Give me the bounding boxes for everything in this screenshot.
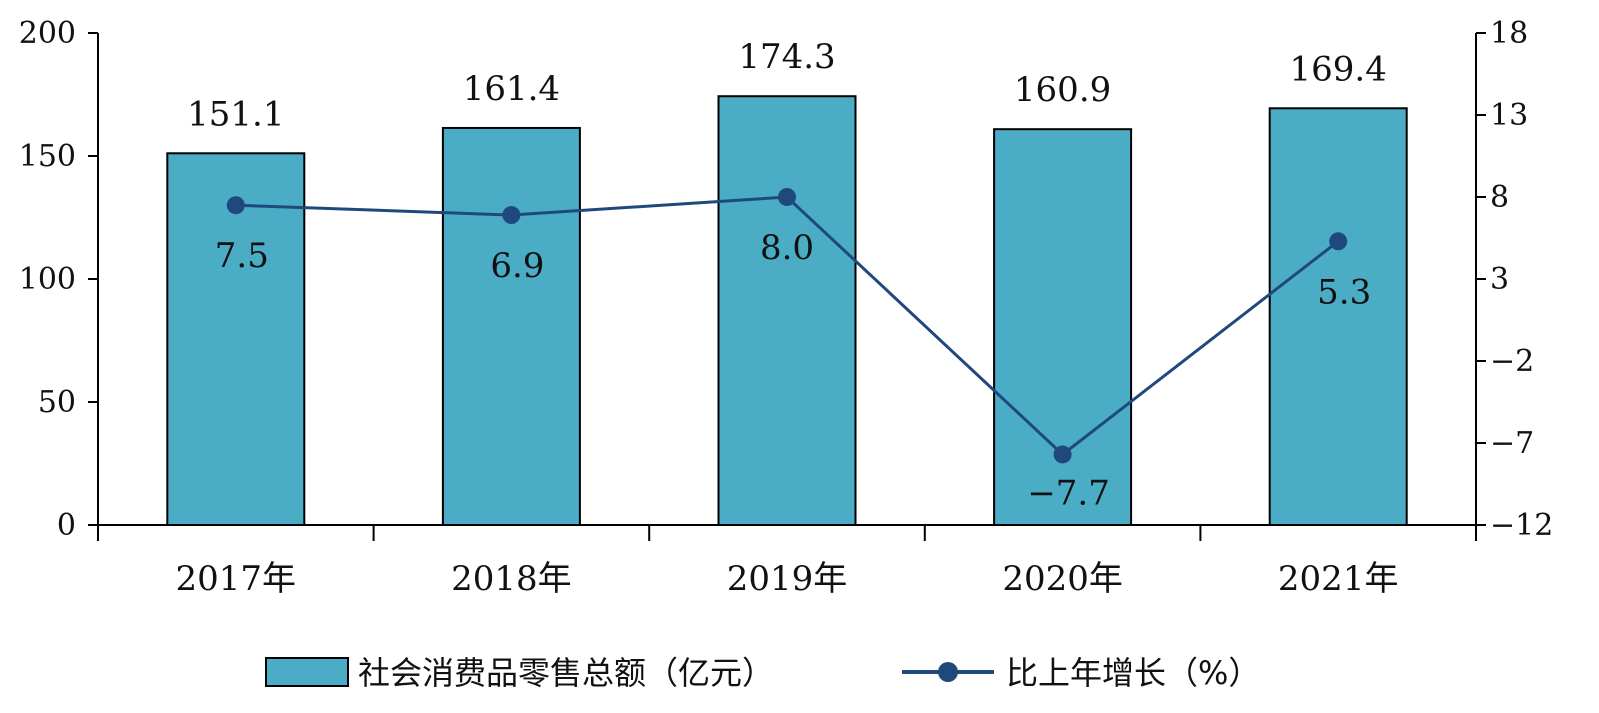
right-tick-label-3: 3 <box>1490 262 1509 297</box>
left-tick-label-1: 50 <box>38 385 76 420</box>
left-tick-label-4: 200 <box>19 16 76 51</box>
x-tick-label-1: 2018年 <box>451 559 572 599</box>
growth-point-2 <box>778 188 796 206</box>
right-tick-label-5: 13 <box>1490 98 1528 133</box>
line-value-label-1: 6.9 <box>490 246 544 286</box>
legend-bar-label: 社会消费品零售总额（亿元） <box>358 654 774 692</box>
axes-layer: 0 50 100 150 200 −12 −7 −2 3 8 13 18 2017年 2018年 2019年… <box>19 16 1554 599</box>
legend-bar-swatch <box>265 657 349 687</box>
legend-line-label: 比上年增长（%） <box>1006 654 1260 692</box>
growth-point-4 <box>1329 232 1348 251</box>
right-tick-label-6: 18 <box>1490 16 1528 51</box>
bar-2 <box>717 95 857 527</box>
growth-point-1 <box>502 206 521 225</box>
bar-value-label-3: 160.9 <box>1014 70 1111 110</box>
legend-layer: 社会消费品零售总额（亿元） 比上年增长（%） <box>265 654 1260 692</box>
bar-3 <box>993 128 1133 526</box>
bar-0 <box>166 152 306 526</box>
left-tick-label-3: 150 <box>19 139 76 174</box>
bar-value-label-4: 169.4 <box>1290 49 1387 89</box>
x-tick-label-2: 2019年 <box>727 559 848 599</box>
growth-point-3 <box>1053 445 1072 464</box>
labels-layer: 151.1 161.4 174.3 160.9 169.4 7.5 6.9 8.0 −7.7 5.… <box>187 37 1387 513</box>
right-tick-label-0: −12 <box>1490 508 1553 543</box>
left-tick-label-0: 0 <box>57 508 76 543</box>
bar-1 <box>441 126 581 527</box>
x-tick-label-4: 2021年 <box>1278 559 1399 599</box>
left-tick-label-2: 100 <box>19 262 76 297</box>
bar-4 <box>1268 107 1408 526</box>
bar-value-label-2: 174.3 <box>738 37 835 77</box>
right-tick-label-4: 8 <box>1490 180 1509 215</box>
line-value-label-0: 7.5 <box>215 236 269 276</box>
x-tick-label-3: 2020年 <box>1002 559 1123 599</box>
line-value-label-3: −7.7 <box>1027 473 1110 513</box>
line-value-label-2: 8.0 <box>760 228 814 268</box>
right-tick-label-2: −2 <box>1490 344 1534 379</box>
bar-value-label-0: 151.1 <box>187 94 284 134</box>
bars-layer <box>166 95 1408 527</box>
right-tick-label-1: −7 <box>1490 426 1534 461</box>
line-layer <box>226 188 1348 464</box>
line-value-label-4: 5.3 <box>1317 272 1371 312</box>
bar-value-label-1: 161.4 <box>463 69 560 109</box>
growth-point-0 <box>226 196 245 215</box>
x-tick-label-0: 2017年 <box>176 559 297 599</box>
legend-line-marker <box>938 662 958 682</box>
